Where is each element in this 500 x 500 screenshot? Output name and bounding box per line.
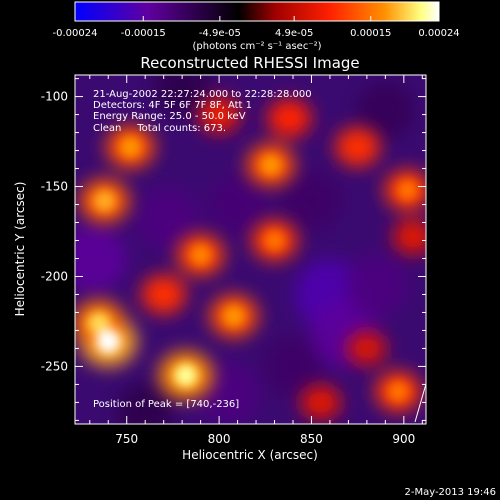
negative-flux-source	[281, 170, 342, 231]
positive-flux-source	[198, 96, 240, 133]
x-tick-label: 750	[115, 432, 138, 446]
y-tick-label: -250	[41, 359, 68, 373]
x-axis-label: Heliocentric X (arcsec)	[182, 448, 318, 462]
negative-flux-source	[206, 173, 269, 236]
flux-source-core	[120, 136, 141, 158]
flux-source-core	[94, 190, 116, 212]
flux-source-core	[223, 305, 245, 327]
y-tick-label: -100	[41, 90, 68, 104]
annotation-detectors: Detectors: 4F 5F 6F 7F 8F, Att 1	[93, 100, 252, 111]
x-tick-label: 850	[300, 432, 323, 446]
positive-flux-source	[335, 127, 381, 167]
negative-flux-source	[262, 336, 323, 397]
flux-source-core	[174, 363, 198, 387]
x-tick-label: 900	[392, 432, 415, 446]
colorbar-gradient	[74, 1, 440, 22]
peak-core-layer	[88, 136, 418, 402]
positive-flux-source	[141, 274, 187, 315]
y-tick-label: -200	[41, 269, 68, 283]
colorbar-ticks: -0.00024 -0.00015 -4.9e-05 4.9e-05 0.00015 0.…	[53, 16, 460, 39]
colorbar-tick-label: 0.00024	[418, 28, 459, 39]
flux-source-core	[96, 329, 121, 354]
timestamp: 2-May-2013 19:46	[404, 487, 496, 498]
colorbar-tick-label: 0.00015	[350, 28, 391, 39]
negative-flux-source	[356, 81, 415, 141]
negative-flux-source	[75, 225, 127, 292]
x-tick-label: 800	[208, 432, 231, 446]
y-tick-label: -150	[41, 180, 68, 194]
colorbar-units: (photons cm⁻² s⁻¹ asec⁻²)	[192, 41, 321, 52]
positive-flux-source	[300, 384, 341, 420]
colorbar-tick-label: -0.00024	[53, 28, 98, 39]
axis-ticks: 750 800 850 900 -100 -150 -200 -250	[41, 75, 426, 446]
annotation-time-range: 21-Aug-2002 22:27:24.000 to 22:28:28.000	[93, 89, 312, 100]
positive-flux-source	[393, 219, 426, 255]
positive-flux-source	[347, 331, 387, 366]
colorbar-tick-label: -4.9e-05	[199, 28, 241, 39]
flux-source-core	[397, 180, 418, 200]
negative-flux-source	[135, 187, 199, 251]
colorbar-tick-label: 4.9e-05	[275, 28, 313, 39]
limb-line	[414, 383, 426, 423]
negative-flux-source	[153, 75, 211, 116]
flux-source-core	[190, 244, 211, 265]
image-plot-area: 750 800 850 900 -100 -150 -200 -250 21-Aug-2002…	[41, 74, 427, 446]
plot-frame	[74, 74, 427, 425]
flux-source-core	[388, 381, 409, 402]
colorbar: -0.00024 -0.00015 -4.9e-05 4.9e-05 0.00015 0.…	[53, 1, 460, 52]
positive-flux-source	[267, 99, 312, 138]
negative-flux-source	[344, 253, 408, 318]
y-axis-label: Heliocentric Y (arcsec)	[13, 182, 27, 317]
flux-source-core	[264, 230, 285, 251]
flux-source-core	[88, 312, 111, 335]
flux-source-core	[260, 154, 282, 176]
negative-flux-source	[116, 383, 174, 424]
annotation-clean-counts: Clean Total counts: 673.	[93, 123, 226, 134]
colorbar-tick-label: -0.00015	[121, 28, 166, 39]
annotation-energy-range: Energy Range: 25.0 - 50.0 keV	[93, 111, 246, 122]
chart-title: Reconstructed RHESSI Image	[140, 54, 359, 72]
peak-position-label: Position of Peak = [740,-236]	[93, 399, 239, 410]
